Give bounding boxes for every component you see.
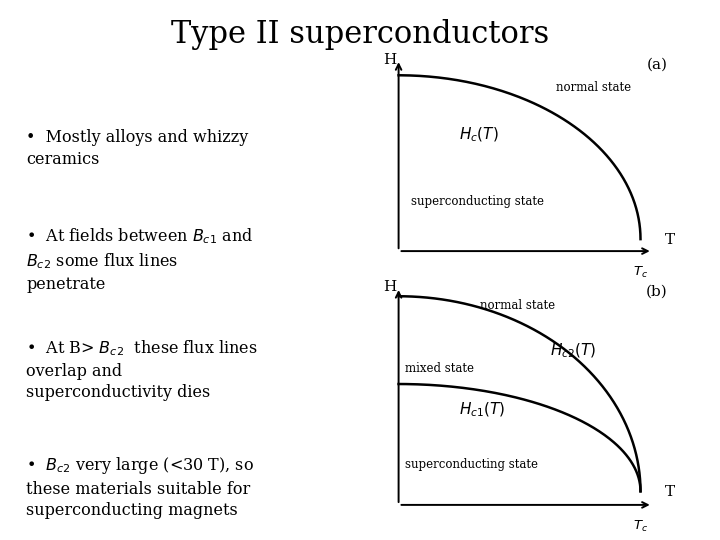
Text: T: T: [665, 233, 675, 247]
Text: T: T: [665, 485, 675, 500]
Text: normal state: normal state: [480, 299, 555, 312]
Text: superconducting state: superconducting state: [410, 194, 544, 208]
Text: •  At fields between $B_{c1}$ and
$B_{c2}$ some flux lines
penetrate: • At fields between $B_{c1}$ and $B_{c2}…: [26, 226, 253, 293]
Text: normal state: normal state: [556, 81, 631, 94]
Text: superconducting state: superconducting state: [405, 457, 538, 470]
Text: $T_c$: $T_c$: [633, 265, 648, 280]
Text: $H_{c2}(T)$: $H_{c2}(T)$: [550, 341, 596, 360]
Text: Type II superconductors: Type II superconductors: [171, 19, 549, 50]
Text: $H_c(T)$: $H_c(T)$: [459, 126, 499, 144]
Text: mixed state: mixed state: [405, 362, 474, 375]
Text: H: H: [383, 53, 396, 68]
Text: •  $B_{c2}$ very large (<30 T), so
these materials suitable for
superconducting : • $B_{c2}$ very large (<30 T), so these …: [26, 455, 254, 519]
Text: •  At B> $B_{c2}$  these flux lines
overlap and
superconductivity dies: • At B> $B_{c2}$ these flux lines overla…: [26, 338, 258, 401]
Text: (a): (a): [647, 57, 667, 71]
Text: $H_{c1}(T)$: $H_{c1}(T)$: [459, 401, 505, 419]
Text: $T_c$: $T_c$: [633, 518, 648, 534]
Text: (b): (b): [646, 285, 667, 299]
Text: •  Mostly alloys and whizzy
ceramics: • Mostly alloys and whizzy ceramics: [26, 130, 248, 168]
Text: H: H: [383, 280, 396, 294]
